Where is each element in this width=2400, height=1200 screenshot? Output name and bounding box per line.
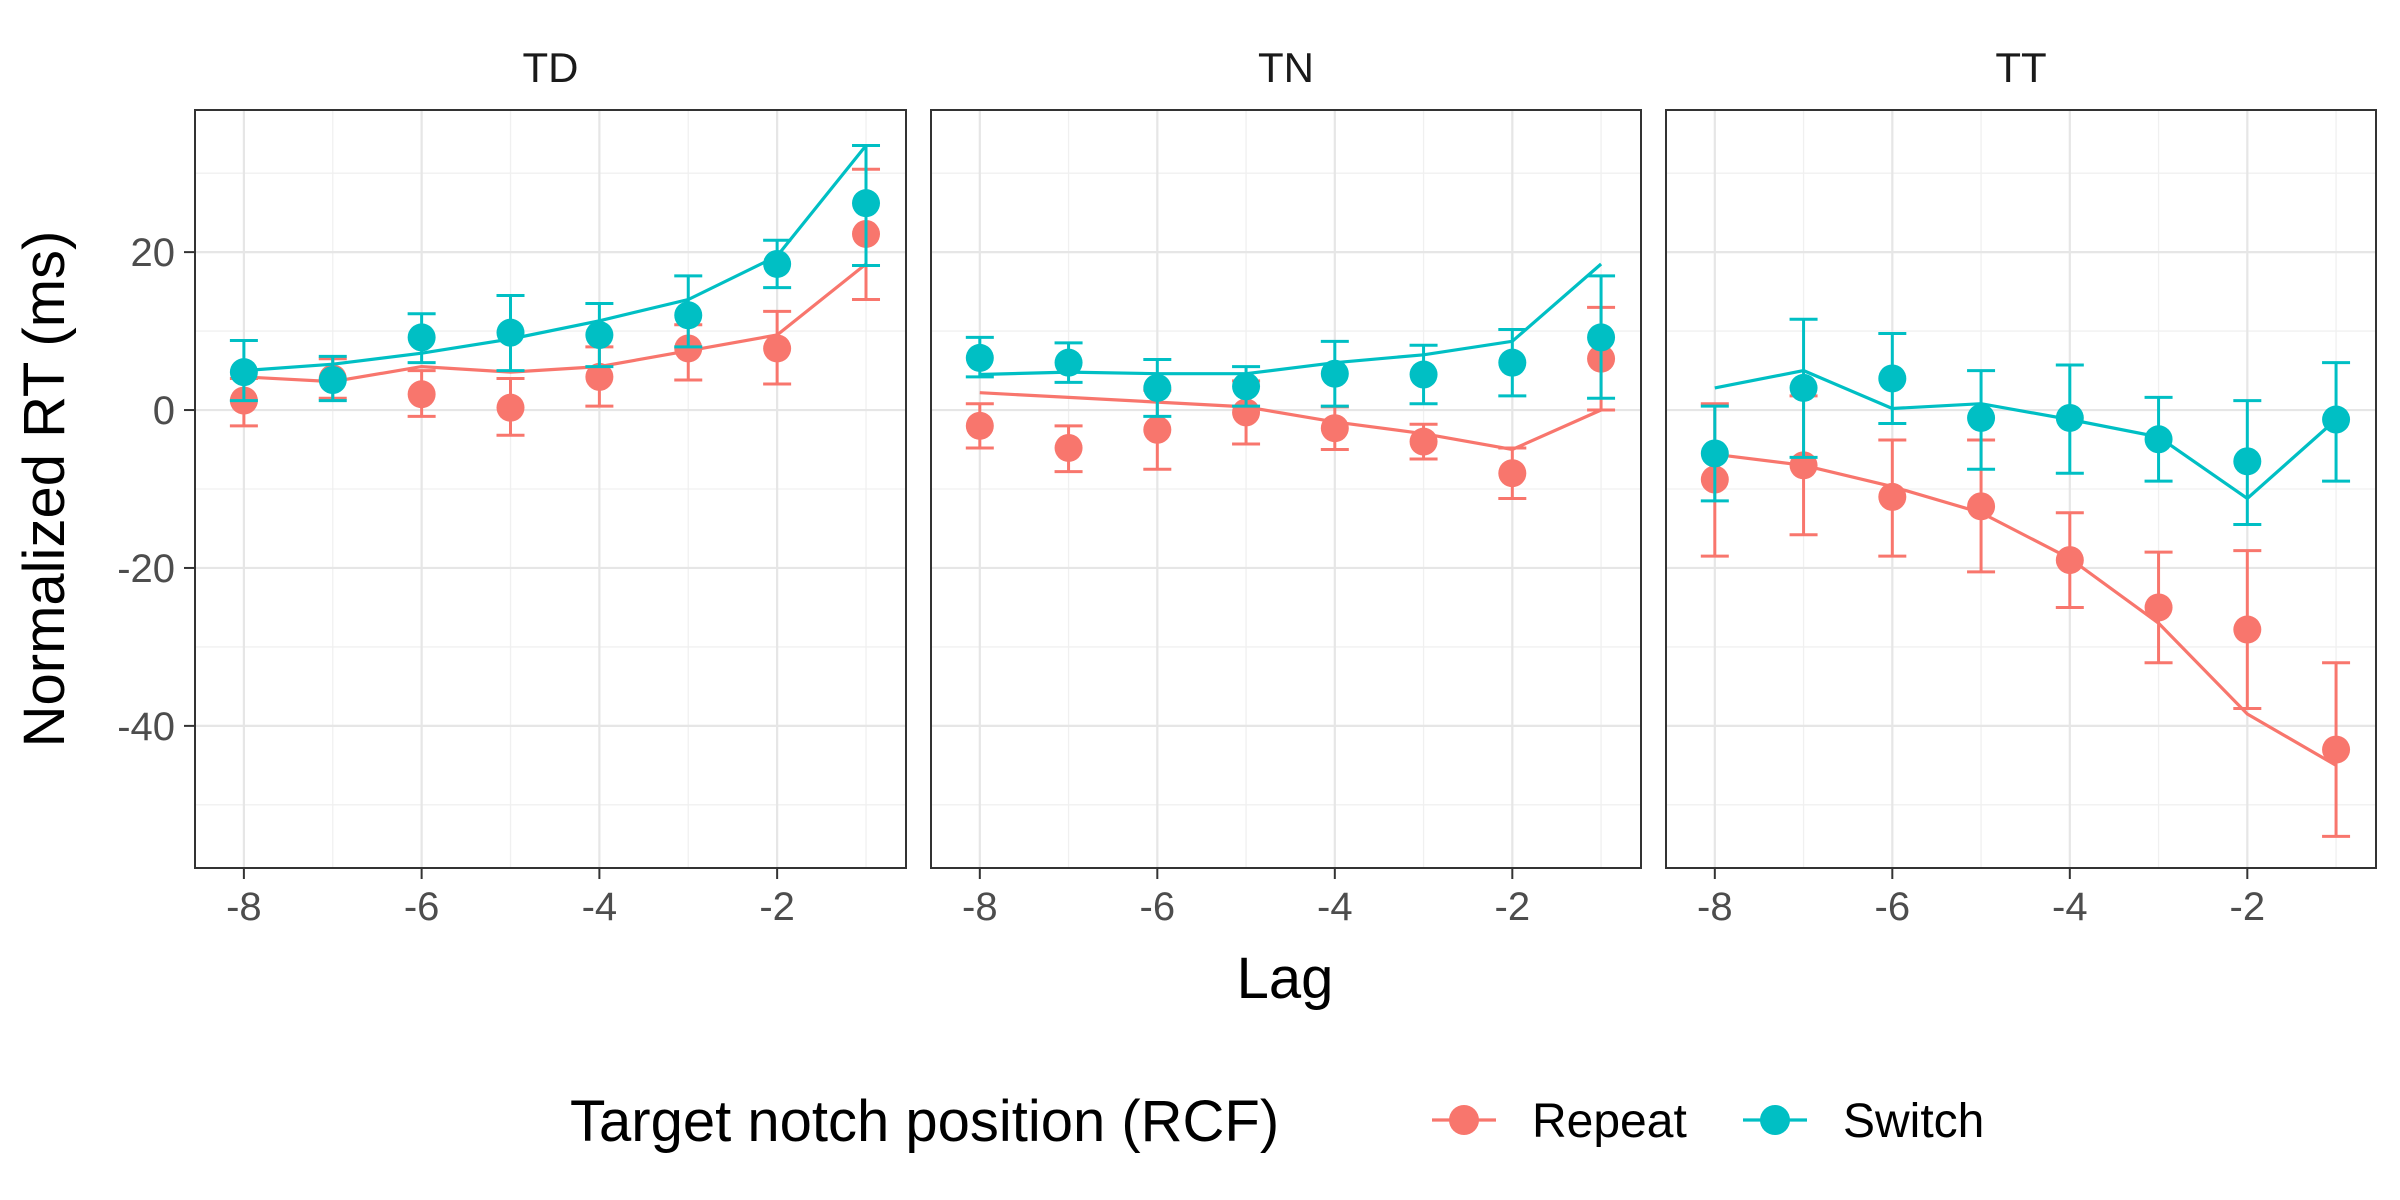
legend-title: Target notch position (RCF): [570, 1089, 1279, 1154]
data-point: [763, 249, 792, 278]
y-tick-label: -20: [117, 547, 175, 591]
x-tick-label: -4: [582, 885, 618, 929]
y-tick-label: -40: [117, 705, 175, 749]
data-point: [1498, 459, 1527, 488]
series-switch: [1700, 317, 2351, 527]
data-point: [1054, 433, 1083, 462]
panel-border: [1665, 109, 2377, 869]
data-point: [674, 334, 703, 363]
series-switch: [965, 262, 1616, 418]
x-axis-title: Lag: [1237, 946, 1334, 1011]
panel-border: [194, 109, 907, 869]
data-point: [965, 411, 994, 440]
panel-tt: TT -8 -6 -4 -2: [1665, 44, 2377, 929]
data-point: [1143, 373, 1172, 402]
legend-entry-repeat: Repeat: [1432, 1095, 1687, 1148]
data-point: [585, 362, 614, 391]
data-point: [674, 301, 703, 330]
data-point: [1878, 364, 1907, 393]
x-tick-label: -6: [1875, 885, 1911, 929]
data-point: [1320, 414, 1349, 443]
data-point: [585, 321, 614, 350]
facet-label: TD: [523, 44, 579, 91]
data-point: [1587, 323, 1616, 352]
x-tick-label: -8: [1697, 885, 1733, 929]
data-point: [1700, 439, 1729, 468]
facet-label: TN: [1258, 44, 1314, 91]
fit-line: [979, 391, 1602, 452]
data-point: [2055, 403, 2084, 432]
legend-entries: Repeat Switch: [1432, 1095, 1984, 1148]
fit-line: [243, 144, 868, 373]
x-tick-label: -2: [759, 885, 795, 929]
legend-label: Switch: [1843, 1095, 1984, 1148]
legend-key-point: [1760, 1105, 1790, 1135]
data-point: [1789, 373, 1818, 402]
x-tick-label: -6: [404, 885, 440, 929]
data-point: [1967, 492, 1996, 521]
legend-label: Repeat: [1532, 1095, 1687, 1148]
x-tick-label: -8: [962, 885, 998, 929]
data-point: [407, 323, 436, 352]
data-point: [1967, 403, 1996, 432]
fit-line: [1714, 452, 2337, 767]
data-point: [2233, 447, 2262, 476]
data-point: [852, 189, 881, 218]
data-point: [1143, 415, 1172, 444]
x-tick-label: -2: [2230, 885, 2266, 929]
x-tick-label: -4: [1317, 885, 1353, 929]
data-point: [1878, 482, 1907, 511]
data-point: [407, 380, 436, 409]
legend-key-point: [1449, 1105, 1479, 1135]
series-repeat: [1700, 394, 2351, 838]
data-point: [229, 358, 258, 387]
panel-td: TD -8 -6 -4 -2 -40 -20 0 20: [117, 44, 907, 929]
x-tick-label: -8: [226, 885, 262, 929]
data-point: [496, 393, 525, 422]
panel-border: [930, 109, 1642, 869]
data-point: [1054, 348, 1083, 377]
data-point: [1409, 360, 1438, 389]
series-switch: [229, 144, 881, 403]
y-axis-title: Normalized RT (ms): [12, 231, 77, 748]
x-tick-label: -2: [1495, 885, 1531, 929]
fit-line: [1714, 368, 2338, 501]
data-point: [2144, 425, 2173, 454]
legend: Target notch position (RCF) Repeat Switch: [570, 1089, 1984, 1154]
x-tick-label: -4: [2052, 885, 2088, 929]
data-point: [1320, 359, 1349, 388]
data-point: [2322, 405, 2351, 434]
data-point: [1232, 372, 1261, 401]
data-point: [965, 343, 994, 372]
panels: TD -8 -6 -4 -2 -40 -20 0 20 TN -8 -6 -4 -2 TT -8 -6 -4 -2: [117, 44, 2377, 929]
data-point: [318, 366, 347, 395]
data-point: [1409, 427, 1438, 456]
y-tick-label: 0: [153, 389, 175, 433]
panel-tn: TN -8 -6 -4 -2: [930, 44, 1642, 929]
data-point: [2322, 735, 2351, 764]
facet-label: TT: [1995, 44, 2046, 91]
y-tick-label: 20: [131, 231, 176, 275]
data-point: [1498, 348, 1527, 377]
data-point: [496, 318, 525, 347]
x-tick-label: -6: [1140, 885, 1176, 929]
fit-line: [979, 262, 1603, 377]
fit-line: [243, 262, 867, 384]
data-point: [2144, 593, 2173, 622]
data-point: [2233, 615, 2262, 644]
data-point: [2055, 546, 2084, 575]
legend-entry-switch: Switch: [1743, 1095, 1984, 1148]
data-point: [763, 334, 792, 363]
